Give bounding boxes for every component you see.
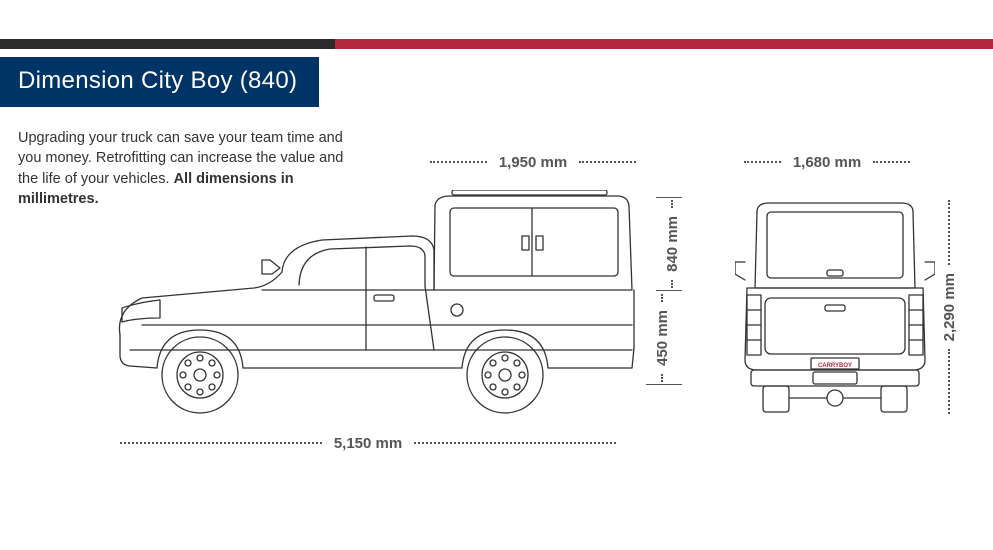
dim-canopy-height: 840 mm bbox=[665, 198, 679, 290]
dim-label: 5,150 mm bbox=[324, 435, 412, 452]
dim-rear-width: 1,680 mm bbox=[742, 155, 912, 169]
dim-label: 450 mm bbox=[654, 304, 671, 372]
page-title: Dimension City Boy (840) bbox=[0, 57, 319, 107]
side-view-drawing bbox=[112, 190, 642, 435]
dim-label: 1,950 mm bbox=[489, 154, 577, 171]
dim-canopy-length: 1,950 mm bbox=[428, 155, 638, 169]
accent-bar-red bbox=[335, 39, 993, 49]
accent-bar bbox=[0, 39, 993, 49]
rear-view-drawing: CARRYBOY bbox=[735, 200, 935, 425]
dim-total-height: 2,290 mm bbox=[942, 198, 956, 416]
dim-label: 840 mm bbox=[664, 210, 681, 278]
brand-badge: CARRYBOY bbox=[818, 363, 852, 369]
dim-label: 2,290 mm bbox=[941, 267, 958, 347]
dim-bed-height: 450 mm bbox=[655, 292, 669, 384]
dim-tick bbox=[656, 290, 682, 291]
accent-bar-dark bbox=[0, 39, 335, 49]
dim-total-length: 5,150 mm bbox=[118, 436, 618, 450]
dim-tick bbox=[656, 197, 682, 198]
dim-label: 1,680 mm bbox=[783, 154, 871, 171]
dim-tick bbox=[646, 384, 682, 385]
